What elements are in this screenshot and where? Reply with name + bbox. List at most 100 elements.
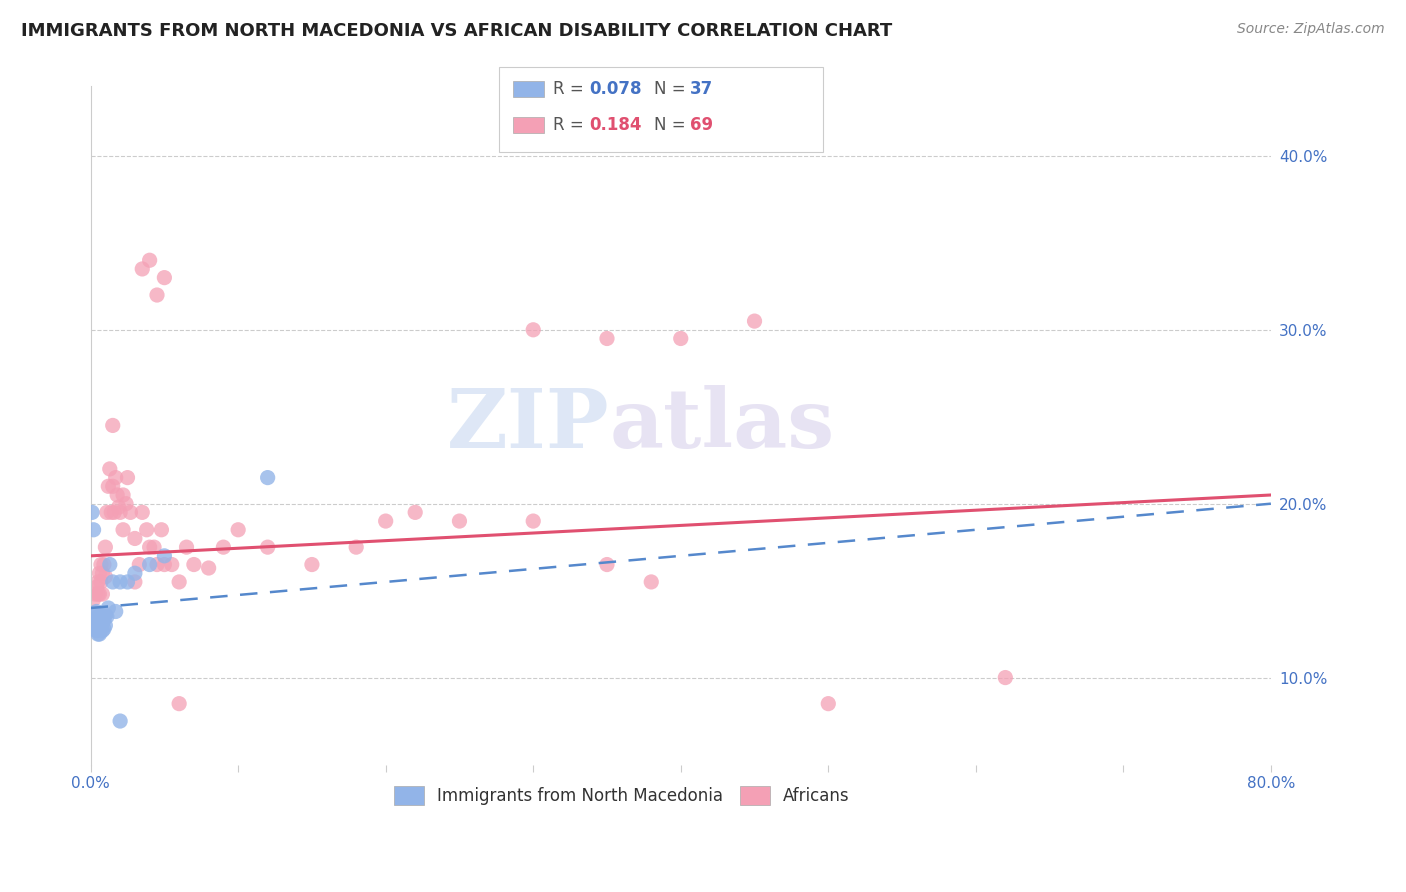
- Text: 0.184: 0.184: [589, 116, 641, 134]
- Text: Source: ZipAtlas.com: Source: ZipAtlas.com: [1237, 22, 1385, 37]
- Point: [124, 566, 146, 581]
- Point: [108, 505, 131, 519]
- Point: [98, 558, 121, 572]
- Text: R =: R =: [553, 80, 589, 98]
- Point: [96, 609, 118, 624]
- Point: [160, 558, 183, 572]
- Point: [449, 514, 471, 528]
- Point: [83, 618, 105, 632]
- Point: [744, 314, 766, 328]
- Point: [87, 587, 110, 601]
- Text: atlas: atlas: [610, 385, 835, 466]
- Point: [83, 523, 105, 537]
- Point: [87, 615, 110, 629]
- Point: [108, 714, 131, 728]
- Point: [146, 558, 169, 572]
- Point: [374, 514, 396, 528]
- Point: [90, 574, 112, 589]
- Text: 69: 69: [690, 116, 713, 134]
- Text: N =: N =: [654, 116, 690, 134]
- Point: [90, 607, 112, 622]
- Point: [669, 331, 692, 345]
- Point: [90, 622, 112, 636]
- Point: [522, 514, 544, 528]
- Text: 0.078: 0.078: [589, 80, 641, 98]
- Point: [817, 697, 839, 711]
- Point: [117, 574, 139, 589]
- Point: [86, 580, 108, 594]
- Point: [212, 540, 235, 554]
- Point: [87, 574, 110, 589]
- Point: [256, 540, 278, 554]
- Point: [108, 574, 131, 589]
- Point: [84, 587, 107, 601]
- Point: [84, 606, 107, 620]
- Point: [143, 540, 166, 554]
- Point: [97, 479, 120, 493]
- Point: [86, 618, 108, 632]
- Point: [131, 262, 153, 277]
- Point: [90, 558, 112, 572]
- Point: [94, 570, 117, 584]
- Point: [404, 505, 426, 519]
- Point: [101, 574, 124, 589]
- Point: [89, 566, 111, 581]
- Text: 37: 37: [690, 80, 714, 98]
- Point: [124, 574, 146, 589]
- Point: [994, 671, 1017, 685]
- Point: [87, 622, 110, 636]
- Point: [128, 558, 150, 572]
- Point: [153, 558, 176, 572]
- Point: [96, 505, 118, 519]
- Point: [89, 587, 111, 601]
- Point: [101, 479, 124, 493]
- Text: ZIP: ZIP: [447, 385, 610, 466]
- Point: [86, 624, 108, 638]
- Point: [167, 697, 190, 711]
- Point: [91, 624, 114, 638]
- Point: [124, 532, 146, 546]
- Point: [640, 574, 662, 589]
- Point: [94, 540, 117, 554]
- Point: [596, 558, 619, 572]
- Point: [131, 505, 153, 519]
- Point: [183, 558, 205, 572]
- Point: [120, 505, 142, 519]
- Text: N =: N =: [654, 80, 690, 98]
- Point: [135, 523, 157, 537]
- Point: [112, 488, 135, 502]
- Point: [86, 605, 108, 619]
- Point: [87, 627, 110, 641]
- Point: [100, 505, 122, 519]
- Point: [104, 470, 127, 484]
- Point: [93, 558, 115, 572]
- Point: [104, 605, 127, 619]
- Point: [89, 618, 111, 632]
- Point: [107, 500, 129, 515]
- Point: [103, 505, 125, 519]
- Point: [84, 613, 107, 627]
- Point: [93, 622, 115, 636]
- Point: [167, 574, 190, 589]
- Point: [105, 488, 128, 502]
- Point: [101, 418, 124, 433]
- Point: [94, 607, 117, 622]
- Point: [86, 613, 108, 627]
- Point: [522, 323, 544, 337]
- Point: [90, 615, 112, 629]
- Point: [153, 549, 176, 563]
- Point: [344, 540, 367, 554]
- Point: [87, 609, 110, 624]
- Point: [89, 627, 111, 641]
- Point: [98, 462, 121, 476]
- Point: [150, 523, 173, 537]
- Point: [115, 497, 138, 511]
- Point: [91, 587, 114, 601]
- Point: [176, 540, 198, 554]
- Text: R =: R =: [553, 116, 589, 134]
- Point: [117, 470, 139, 484]
- Point: [91, 566, 114, 581]
- Point: [94, 618, 117, 632]
- Point: [84, 622, 107, 636]
- Point: [153, 270, 176, 285]
